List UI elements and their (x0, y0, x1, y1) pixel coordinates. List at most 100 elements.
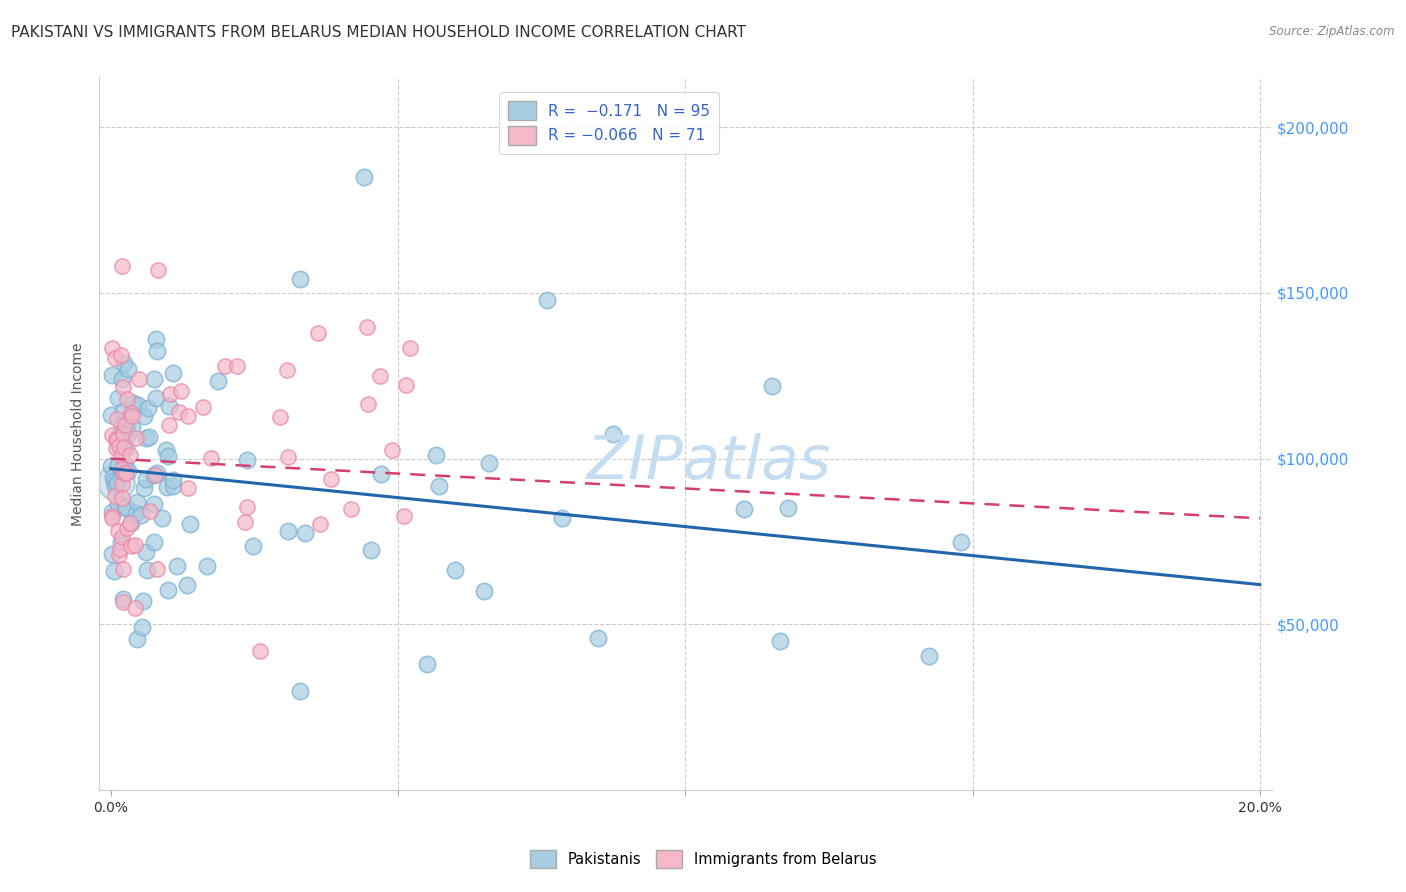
Point (101, 428, 124, 442)
Point (177, 481, 200, 495)
Point (145, 392, 167, 406)
Point (162, 478, 184, 492)
Point (398, 341, 420, 355)
Point (170, 384, 193, 399)
Point (353, 169, 375, 184)
Point (159, 386, 181, 401)
Point (111, 372, 134, 386)
Point (117, 464, 139, 478)
Point (288, 272, 311, 286)
Point (132, 594, 155, 608)
Point (356, 320, 378, 334)
Point (132, 481, 155, 495)
Point (107, 430, 129, 444)
Point (108, 542, 131, 557)
Point (394, 509, 416, 524)
Point (733, 502, 755, 516)
Point (121, 395, 143, 409)
Point (104, 479, 127, 493)
Point (146, 562, 169, 576)
Point (111, 562, 134, 576)
Point (146, 262, 169, 277)
Point (125, 495, 148, 509)
Point (101, 341, 124, 355)
Point (142, 468, 165, 483)
Point (112, 435, 135, 450)
Point (340, 502, 363, 516)
Point (112, 356, 135, 370)
Point (105, 433, 128, 447)
Point (110, 531, 132, 545)
Point (242, 539, 264, 553)
Point (195, 558, 218, 573)
Point (112, 403, 135, 417)
Point (100, 547, 122, 561)
Point (111, 464, 134, 478)
Point (138, 429, 160, 443)
Point (129, 508, 152, 522)
Point (114, 467, 136, 481)
Point (950, 534, 973, 549)
Point (269, 410, 291, 425)
Point (156, 480, 179, 494)
Point (135, 472, 157, 486)
Point (145, 466, 167, 480)
Point (162, 367, 184, 381)
Point (167, 405, 190, 419)
Point (124, 539, 146, 553)
Point (135, 545, 157, 559)
Point (128, 371, 150, 385)
Point (107, 496, 129, 510)
Point (107, 458, 129, 472)
Point (143, 535, 166, 549)
Text: ZIPatlas: ZIPatlas (586, 433, 831, 491)
Point (111, 476, 134, 491)
Point (444, 563, 467, 577)
Point (143, 372, 166, 386)
Point (769, 634, 792, 648)
Point (100, 368, 122, 382)
Point (370, 467, 392, 481)
Point (381, 443, 404, 458)
Point (125, 632, 148, 647)
Point (425, 448, 447, 462)
Point (108, 548, 131, 562)
Point (277, 524, 299, 539)
Point (176, 578, 198, 592)
Point (135, 431, 157, 445)
Point (308, 516, 330, 531)
Point (125, 506, 148, 520)
Point (157, 449, 180, 463)
Point (117, 520, 139, 534)
Point (107, 524, 129, 538)
Point (138, 401, 160, 415)
Point (103, 564, 125, 578)
Point (118, 448, 141, 462)
Point (145, 332, 167, 346)
Point (177, 409, 200, 424)
Point (236, 500, 259, 514)
Point (162, 473, 184, 487)
Point (111, 462, 134, 476)
Point (108, 439, 131, 453)
Point (111, 260, 134, 274)
Point (761, 378, 783, 392)
Point (474, 583, 496, 598)
Point (166, 559, 188, 574)
Point (157, 400, 180, 414)
Point (276, 363, 298, 377)
Point (368, 369, 391, 384)
Point (112, 440, 135, 454)
Point (416, 657, 439, 672)
Point (360, 543, 382, 558)
Point (249, 644, 271, 658)
Point (101, 505, 124, 519)
Point (111, 491, 134, 505)
Point (115, 500, 138, 514)
Point (159, 418, 181, 433)
Point (120, 516, 142, 530)
Point (100, 508, 122, 523)
Point (536, 293, 558, 307)
Point (110, 348, 132, 362)
Point (105, 411, 128, 425)
